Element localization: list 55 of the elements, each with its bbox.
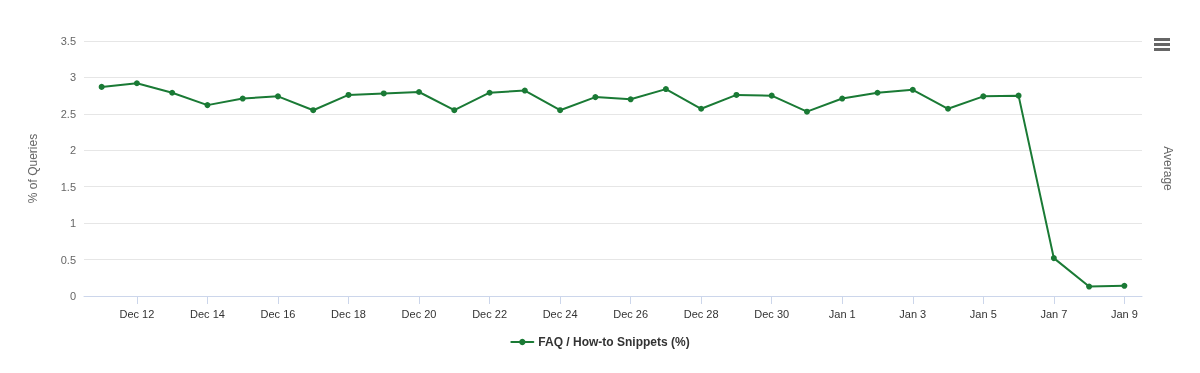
y-tick-label: 0.5 <box>60 253 76 266</box>
y-tick-label: 2.5 <box>60 107 76 120</box>
point <box>733 91 740 98</box>
x-tick-label: Dec 22 <box>472 307 507 320</box>
y-tick-label: 1 <box>69 217 76 230</box>
point <box>486 89 493 96</box>
point <box>1121 282 1128 289</box>
point <box>345 91 352 98</box>
y-tick-label: 0 <box>69 290 76 302</box>
x-tick-label: Dec 14 <box>190 307 225 320</box>
y-tick-label: 1.5 <box>60 180 76 193</box>
point <box>980 93 987 100</box>
point <box>169 89 176 96</box>
x-tick-label: Jan 1 <box>828 307 856 320</box>
point <box>204 102 211 109</box>
point <box>451 107 458 114</box>
point <box>698 105 705 112</box>
y-tick-label: 3 <box>69 71 76 84</box>
legend-label: FAQ / How-to Snippets (%) <box>538 335 690 349</box>
y-tick-label: 3.5 <box>60 35 76 47</box>
point <box>1015 92 1022 99</box>
point <box>768 92 775 99</box>
x-tick-label: Dec 30 <box>754 307 790 320</box>
x-tick-label: Dec 24 <box>542 307 578 320</box>
y2-axis-title: Average <box>1161 146 1175 192</box>
point <box>803 108 810 115</box>
point <box>1086 283 1093 290</box>
point <box>945 105 952 112</box>
point <box>592 94 599 101</box>
point <box>98 83 105 90</box>
y-tick-label: 2 <box>69 144 76 157</box>
point <box>874 89 881 96</box>
x-tick-label: Dec 26 <box>613 307 649 320</box>
point <box>557 107 564 114</box>
point <box>416 89 423 95</box>
x-tick-label: Jan 3 <box>899 307 927 320</box>
point <box>909 86 916 93</box>
x-tick-label: Dec 18 <box>331 307 366 320</box>
x-tick-label: Jan 5 <box>969 307 997 320</box>
point <box>274 93 281 100</box>
point <box>839 95 846 102</box>
x-tick-label: Dec 20 <box>401 307 437 320</box>
point <box>380 90 387 97</box>
y-axis-title: % of Queries <box>26 133 40 204</box>
x-tick-label: Dec 16 <box>260 307 296 320</box>
point <box>627 96 634 103</box>
point <box>310 107 317 114</box>
x-tick-label: Jan 9 <box>1110 307 1138 320</box>
point <box>521 87 528 94</box>
point <box>1050 255 1057 262</box>
point <box>133 80 140 87</box>
x-tick-label: Dec 28 <box>683 307 719 320</box>
x-tick-label: Dec 12 <box>119 307 155 320</box>
x-tick-label: Jan 7 <box>1040 307 1068 320</box>
point <box>662 86 669 93</box>
